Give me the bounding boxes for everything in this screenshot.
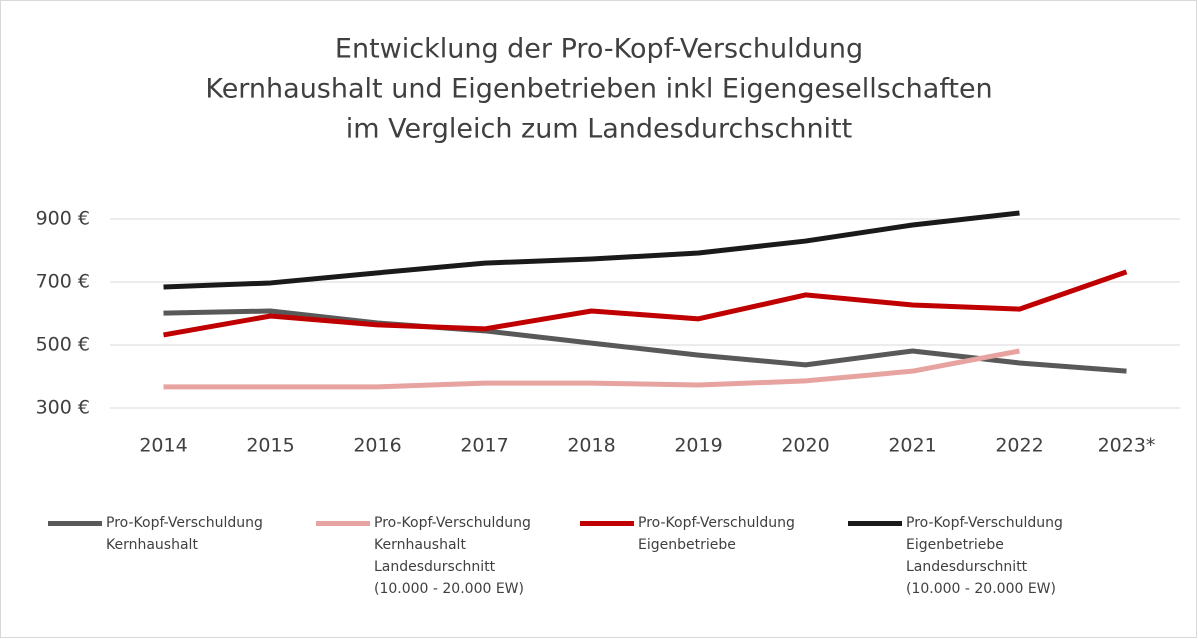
x-tick-label: 2015 <box>246 435 294 457</box>
legend-swatch <box>316 521 370 526</box>
chart-title: Kernhaushalt und Eigenbetrieben inkl Eig… <box>205 74 992 105</box>
series-line <box>163 308 1127 374</box>
legend-swatch <box>580 521 634 526</box>
legend-label: Pro-Kopf-Verschuldung Kernhaushalt <box>106 515 263 553</box>
legend-swatch <box>848 521 902 526</box>
x-tick-label: 2019 <box>674 435 722 457</box>
y-tick-label: 300 € <box>36 397 90 419</box>
legend-item: Pro-Kopf-Verschuldung Eigenbetriebe <box>580 512 818 556</box>
y-tick-label: 900 € <box>36 208 90 230</box>
series-line <box>163 348 1020 390</box>
x-tick-label: 2021 <box>888 435 936 457</box>
x-tick-label: 2016 <box>353 435 401 457</box>
x-tick-label: 2023* <box>1098 435 1156 457</box>
legend-label: Pro-Kopf-Verschuldung Kernhaushalt Lande… <box>374 515 531 597</box>
chart-title: im Vergleich zum Landesdurchschnitt <box>346 114 853 145</box>
chart-title: Entwicklung der Pro-Kopf-Verschuldung <box>335 34 863 65</box>
x-tick-label: 2018 <box>567 435 615 457</box>
y-tick-label: 500 € <box>36 334 90 356</box>
series-line <box>163 269 1128 338</box>
legend-item: Pro-Kopf-Verschuldung Kernhaushalt <box>48 512 286 556</box>
x-tick-label: 2017 <box>460 435 508 457</box>
legend-label: Pro-Kopf-Verschuldung Eigenbetriebe <box>638 515 795 553</box>
y-tick-label: 700 € <box>36 271 90 293</box>
legend-label: Pro-Kopf-Verschuldung Eigenbetriebe Land… <box>906 515 1063 597</box>
x-tick-label: 2020 <box>781 435 829 457</box>
legend-swatch <box>48 521 102 526</box>
x-tick-label: 2014 <box>139 435 187 457</box>
legend-item: Pro-Kopf-Verschuldung Kernhaushalt Lande… <box>316 512 554 600</box>
legend-item: Pro-Kopf-Verschuldung Eigenbetriebe Land… <box>848 512 1086 600</box>
x-tick-label: 2022 <box>995 435 1043 457</box>
series-line <box>163 210 1020 290</box>
